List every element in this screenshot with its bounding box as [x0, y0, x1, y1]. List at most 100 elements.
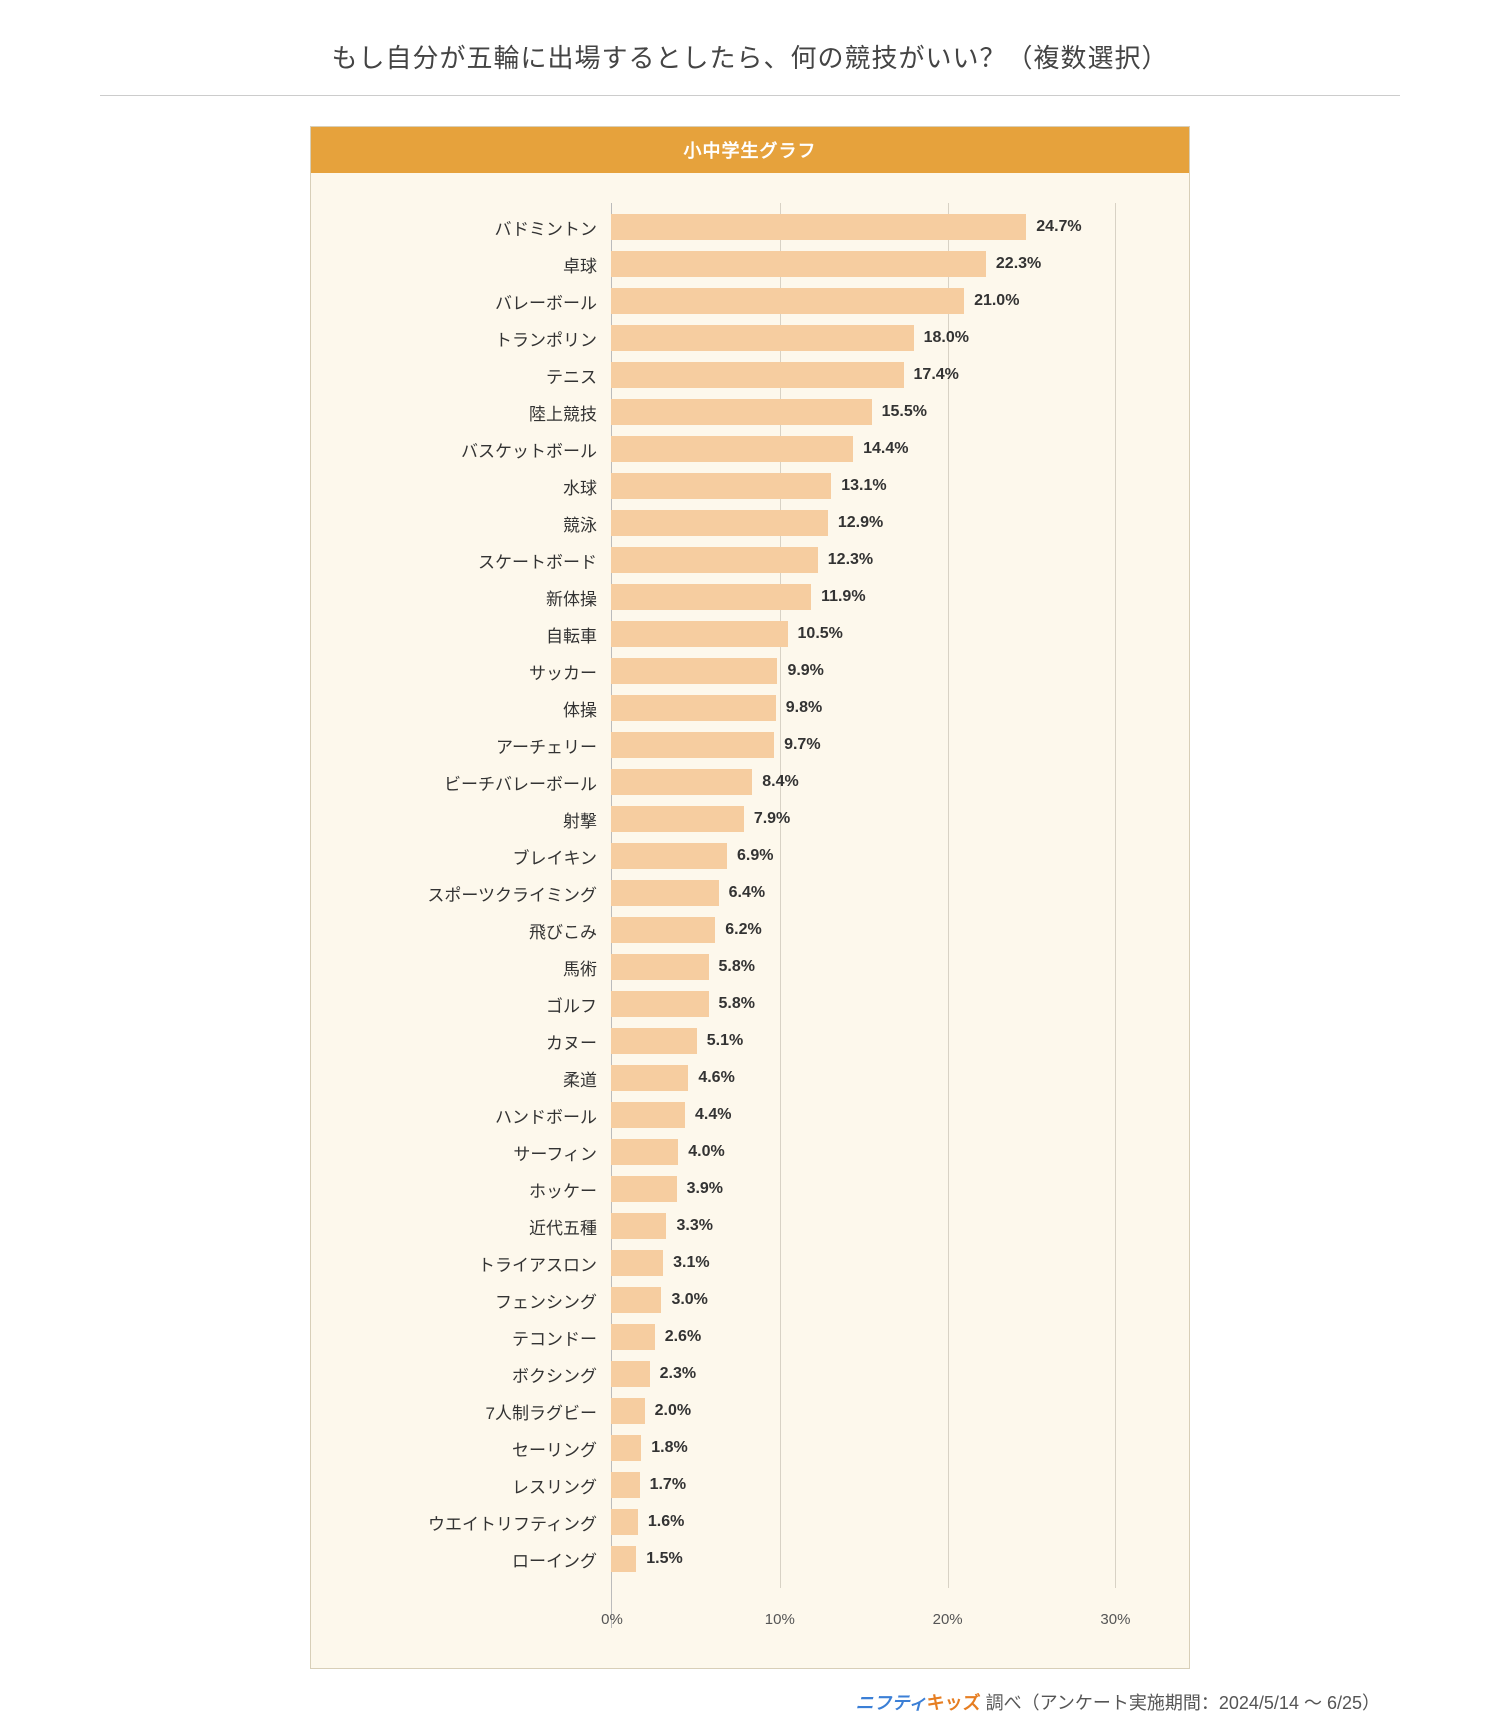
chart-row: 7人制ラグビー 2.0% [351, 1393, 1149, 1429]
bar-label: 体操 [351, 696, 611, 721]
bar [611, 695, 776, 721]
bar-value: 13.1% [841, 477, 886, 495]
chart-row: スポーツクライミング 6.4% [351, 875, 1149, 911]
bar [611, 547, 818, 573]
bar [611, 510, 828, 536]
bar-value: 8.4% [762, 773, 798, 791]
chart-row: レスリング1.7% [351, 1467, 1149, 1503]
bar-value: 15.5% [882, 403, 927, 421]
chart-row: 近代五種3.3% [351, 1208, 1149, 1244]
chart-row: セーリング1.8% [351, 1430, 1149, 1466]
bar [611, 1028, 697, 1054]
chart-row: 射撃7.9% [351, 801, 1149, 837]
bar-value: 7.9% [754, 810, 790, 828]
chart-row: バスケットボール 14.4% [351, 431, 1149, 467]
chart-row: ボクシング2.3% [351, 1356, 1149, 1392]
bar-label: 柔道 [351, 1066, 611, 1091]
chart-header: 小中学生グラフ [311, 127, 1189, 173]
bar [611, 1509, 638, 1535]
chart-row: ローイング1.5% [351, 1541, 1149, 1577]
bar-value: 9.9% [787, 662, 823, 680]
chart-row: ホッケー3.9% [351, 1171, 1149, 1207]
bar-label: テコンドー [351, 1325, 611, 1350]
chart-row: 自転車 10.5% [351, 616, 1149, 652]
bar-label: カヌー [351, 1029, 611, 1054]
bar-label: ローイング [351, 1547, 611, 1572]
bar-label: スポーツクライミング [351, 881, 611, 906]
bar-label: ゴルフ [351, 992, 611, 1017]
bar-label: フェンシング [351, 1288, 611, 1313]
chart-row: サッカー 9.9% [351, 653, 1149, 689]
chart-row: 体操 9.8% [351, 690, 1149, 726]
bar [611, 880, 719, 906]
bar [611, 954, 709, 980]
bar-label: ウエイトリフティング [351, 1510, 611, 1535]
chart-row: 水球 13.1% [351, 468, 1149, 504]
chart-row: フェンシング3.0% [351, 1282, 1149, 1318]
bar [611, 1102, 685, 1128]
chart-row: ビーチバレーボール 8.4% [351, 764, 1149, 800]
bar-value: 6.9% [737, 847, 773, 865]
bar [611, 732, 774, 758]
bar [611, 1139, 678, 1165]
bar-label: 陸上競技 [351, 400, 611, 425]
bar [611, 251, 986, 277]
bar [611, 1250, 663, 1276]
bar-label: サッカー [351, 659, 611, 684]
bar-label: ブレイキン [351, 844, 611, 869]
bar-label: ホッケー [351, 1177, 611, 1202]
bar [611, 1546, 636, 1572]
bar-label: ハンドボール [351, 1103, 611, 1128]
bar [611, 991, 709, 1017]
bar-label: 競泳 [351, 511, 611, 536]
bar-value: 24.7% [1036, 218, 1081, 236]
bar [611, 843, 727, 869]
bar-label: 卓球 [351, 252, 611, 277]
bar-label: 新体操 [351, 585, 611, 610]
chart-row: 飛びこみ6.2% [351, 912, 1149, 948]
bar-value: 5.1% [707, 1032, 743, 1050]
x-axis-tick: 10% [765, 1611, 795, 1628]
bar-value: 2.0% [655, 1402, 691, 1420]
chart-row: トライアスロン3.1% [351, 1245, 1149, 1281]
bar [611, 288, 964, 314]
x-axis-tick: 20% [933, 1611, 963, 1628]
bar-label: 水球 [351, 474, 611, 499]
bar [611, 621, 788, 647]
bar-label: 自転車 [351, 622, 611, 647]
footer-brand2: キッズ [927, 1693, 981, 1713]
x-axis-tick: 0% [601, 1611, 623, 1628]
chart-row: 卓球22.3% [351, 246, 1149, 282]
bar [611, 658, 777, 684]
bar-label: 7人制ラグビー [351, 1399, 611, 1424]
bar [611, 1176, 677, 1202]
bar-label: バドミントン [351, 215, 611, 240]
bar-value: 5.8% [719, 995, 755, 1013]
bar-value: 6.4% [729, 884, 765, 902]
chart-row: 競泳12.9% [351, 505, 1149, 541]
footer-credit: ニフティキッズ 調べ（アンケート実施期間：2024/5/14 〜 6/25） [100, 1689, 1380, 1715]
bar-value: 14.4% [863, 440, 908, 458]
bar-value: 1.7% [650, 1476, 686, 1494]
chart-row: トランポリン18.0% [351, 320, 1149, 356]
bar-value: 17.4% [914, 366, 959, 384]
chart-row: アーチェリー9.7% [351, 727, 1149, 763]
chart-card: 小中学生グラフ 0%10%20%30% バドミントン24.7%卓球22.3%バレ… [310, 126, 1190, 1669]
chart-row: 陸上競技 15.5% [351, 394, 1149, 430]
chart-plot: 0%10%20%30% バドミントン24.7%卓球22.3%バレーボール21.0… [351, 203, 1149, 1628]
bar-value: 21.0% [974, 292, 1019, 310]
bar-value: 10.5% [798, 625, 843, 643]
bar-label: バスケットボール [351, 437, 611, 462]
bar [611, 362, 904, 388]
chart-row: サーフィン4.0% [351, 1134, 1149, 1170]
chart-row: ハンドボール 4.4% [351, 1097, 1149, 1133]
bar-value: 9.8% [786, 699, 822, 717]
bar [611, 436, 853, 462]
bar-label: ビーチバレーボール [351, 770, 611, 795]
bar [611, 473, 831, 499]
bar-label: アーチェリー [351, 733, 611, 758]
chart-row: バドミントン 24.7% [351, 209, 1149, 245]
bar-value: 4.4% [695, 1106, 731, 1124]
chart-row: スケートボード12.3% [351, 542, 1149, 578]
bar-label: サーフィン [351, 1140, 611, 1165]
